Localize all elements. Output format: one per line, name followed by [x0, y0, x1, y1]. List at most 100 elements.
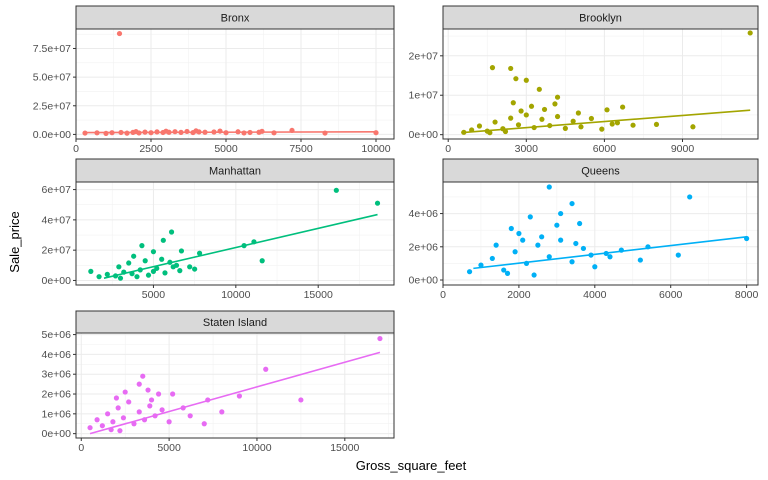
x-axis-title: Gross_square_feet — [356, 458, 467, 473]
x-tick-label: 6000 — [593, 143, 617, 155]
data-point — [504, 270, 511, 276]
data-point — [333, 187, 339, 193]
x-tick-label: 10000 — [361, 143, 390, 155]
data-point — [219, 409, 225, 415]
data-point — [539, 234, 545, 240]
data-point — [82, 130, 88, 136]
data-point — [160, 237, 166, 243]
data-point — [620, 104, 626, 110]
y-tick-label: 4e+07 — [42, 214, 72, 226]
facet-strip-label: Manhattan — [209, 166, 261, 178]
data-point — [298, 397, 304, 403]
data-point — [493, 242, 499, 248]
x-tick-label: 5000 — [157, 442, 181, 454]
data-point — [518, 108, 524, 114]
data-point — [110, 419, 116, 425]
data-point — [578, 124, 584, 130]
x-tick-label: 10000 — [242, 442, 271, 454]
data-point — [115, 405, 121, 411]
data-point — [489, 65, 496, 71]
data-point — [94, 417, 100, 423]
data-point — [155, 391, 162, 397]
x-tick-label: 10000 — [221, 289, 250, 301]
data-point — [117, 275, 124, 281]
data-point — [690, 124, 696, 130]
panel-bronx: Bronx 0 2500 5000 7500 10000 0.0e+00 2.5e+07 5.0… — [33, 5, 395, 155]
data-point — [466, 269, 473, 275]
data-point — [580, 245, 587, 252]
data-point — [554, 222, 560, 228]
y-tick-label: 0e+00 — [409, 275, 439, 287]
trend-line — [473, 236, 747, 270]
data-point — [145, 387, 151, 393]
data-point — [136, 381, 142, 387]
data-point — [554, 113, 561, 120]
data-point — [516, 230, 522, 237]
trend-line — [84, 130, 377, 134]
data-point — [177, 268, 183, 274]
data-point — [166, 419, 172, 425]
data-point — [558, 237, 564, 243]
data-point — [558, 210, 564, 217]
facet-strip-label: Bronx — [221, 13, 250, 25]
data-point — [569, 259, 575, 265]
data-point — [508, 65, 514, 72]
data-point — [377, 335, 383, 342]
data-point — [515, 122, 522, 128]
data-point — [88, 268, 94, 274]
data-point — [527, 214, 533, 220]
plot-background — [76, 333, 394, 438]
data-point — [103, 130, 109, 136]
x-tick-label: 4000 — [583, 289, 607, 301]
x-tick-label: 15000 — [304, 289, 333, 301]
x-tick-label: 3000 — [515, 143, 539, 155]
data-point — [539, 116, 545, 122]
data-point — [546, 254, 552, 260]
data-point — [528, 103, 535, 109]
data-point — [187, 413, 193, 419]
data-point — [747, 30, 753, 36]
panel-queens: Queens 0 2000 4000 6000 8000 0e+00 2e+06 4e+06 — [409, 158, 759, 301]
y-axis-title: Sale_price — [7, 211, 22, 272]
data-point — [131, 253, 137, 259]
data-point — [614, 120, 621, 126]
data-point — [478, 262, 484, 268]
y-tick-label: 0.0e+00 — [33, 129, 71, 141]
data-point — [520, 237, 526, 243]
x-tick-label: 2000 — [507, 289, 531, 301]
data-point — [592, 264, 598, 270]
data-point — [170, 264, 176, 270]
data-point — [140, 373, 146, 379]
trend-line — [89, 351, 381, 435]
data-point — [162, 270, 168, 276]
data-point — [99, 423, 105, 429]
data-point — [133, 128, 139, 135]
data-point — [501, 267, 507, 273]
data-point — [373, 130, 379, 136]
panel-staten-island: Staten Island 0 5000 10000 15000 0e+00 1e+06 2e… — [42, 310, 395, 454]
panel-border — [75, 181, 395, 286]
data-point — [134, 274, 140, 280]
data-point — [145, 272, 152, 278]
data-point — [675, 252, 681, 258]
data-point — [159, 256, 165, 262]
data-point — [104, 271, 110, 277]
data-point — [554, 94, 561, 100]
data-point — [263, 366, 269, 372]
y-tick-label: 3e+06 — [42, 369, 72, 381]
data-point — [599, 126, 605, 132]
data-point — [541, 106, 548, 113]
x-tick-label: 0 — [445, 143, 451, 155]
data-point — [192, 266, 198, 272]
data-point — [607, 254, 613, 260]
x-tick-label: 15000 — [330, 442, 359, 454]
data-point — [570, 118, 576, 124]
data-point — [117, 428, 123, 434]
y-tick-label: 1e+06 — [42, 408, 72, 420]
data-point — [523, 112, 529, 118]
data-point — [476, 123, 483, 129]
y-tick-label: 5e+06 — [42, 329, 72, 341]
y-tick-label: 2e+07 — [42, 245, 72, 257]
panel-border — [75, 332, 395, 439]
data-point — [122, 389, 128, 395]
